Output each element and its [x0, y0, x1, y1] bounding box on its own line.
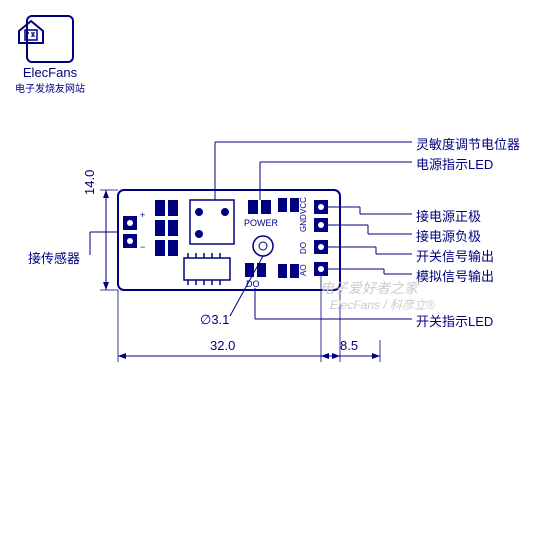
silk-power: POWER	[244, 218, 279, 228]
dim-hole: ∅3.1	[200, 312, 229, 328]
label-pot: 灵敏度调节电位器	[416, 134, 520, 153]
svg-text:+: +	[140, 210, 145, 220]
dim-width: 32.0	[210, 338, 235, 353]
watermark-1: 电子爱好者之家	[320, 278, 418, 298]
label-vcc: 接电源正极	[416, 206, 481, 225]
svg-text:VCC: VCC	[299, 197, 308, 214]
watermark-2: ElecFans / 科彦立®	[330, 296, 435, 313]
svg-text:−: −	[140, 242, 145, 252]
label-sw-led: 开关指示LED	[416, 311, 493, 330]
svg-text:DO: DO	[299, 242, 308, 254]
dim-pitch: 8.5	[340, 338, 358, 353]
label-gnd: 接电源负极	[416, 226, 481, 245]
label-ao: 模拟信号输出	[416, 266, 494, 285]
label-pwr-led: 电源指示LED	[416, 154, 493, 173]
label-do: 开关信号输出	[416, 246, 494, 265]
label-sensor: 接传感器	[28, 248, 80, 267]
svg-text:AO: AO	[299, 264, 308, 276]
svg-text:GND: GND	[299, 214, 308, 232]
dim-height: 14.0	[82, 170, 97, 195]
